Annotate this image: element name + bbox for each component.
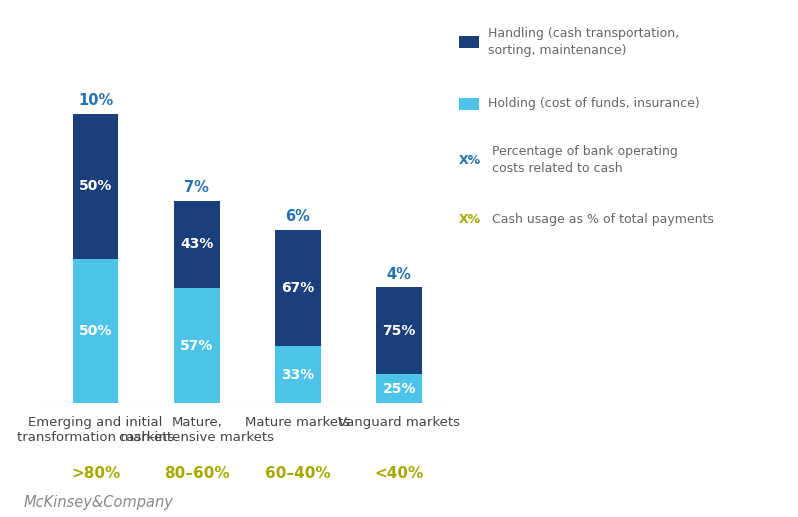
Bar bbox=[174, 288, 219, 403]
Text: 10%: 10% bbox=[78, 93, 113, 108]
Bar bbox=[174, 201, 219, 288]
Text: Holding (cost of funds, insurance): Holding (cost of funds, insurance) bbox=[488, 97, 700, 111]
Bar bbox=[377, 374, 422, 403]
Text: McKinsey&Company: McKinsey&Company bbox=[24, 495, 174, 510]
Text: X%: X% bbox=[459, 213, 481, 226]
Text: 57%: 57% bbox=[180, 339, 213, 353]
Text: 25%: 25% bbox=[382, 382, 416, 396]
Text: Cash usage as % of total payments: Cash usage as % of total payments bbox=[492, 213, 714, 226]
Text: 80–60%: 80–60% bbox=[164, 465, 230, 481]
Text: 75%: 75% bbox=[382, 324, 416, 338]
Bar bbox=[275, 230, 321, 346]
Text: 67%: 67% bbox=[282, 281, 314, 295]
Text: 50%: 50% bbox=[79, 179, 113, 193]
Bar bbox=[377, 287, 422, 374]
Bar bbox=[275, 346, 321, 403]
Bar bbox=[73, 114, 118, 258]
Text: Handling (cash transportation,
sorting, maintenance): Handling (cash transportation, sorting, … bbox=[488, 27, 680, 57]
Text: 60–40%: 60–40% bbox=[265, 465, 331, 481]
Text: 50%: 50% bbox=[79, 324, 113, 338]
Text: 7%: 7% bbox=[184, 180, 209, 195]
Text: 4%: 4% bbox=[387, 267, 412, 282]
Text: >80%: >80% bbox=[71, 465, 120, 481]
Bar bbox=[73, 258, 118, 403]
Text: Percentage of bank operating
costs related to cash: Percentage of bank operating costs relat… bbox=[492, 145, 678, 175]
Text: <40%: <40% bbox=[374, 465, 424, 481]
Text: X%: X% bbox=[459, 154, 481, 167]
Text: 33%: 33% bbox=[282, 368, 314, 382]
Text: 43%: 43% bbox=[180, 237, 213, 251]
Text: 6%: 6% bbox=[286, 209, 310, 224]
